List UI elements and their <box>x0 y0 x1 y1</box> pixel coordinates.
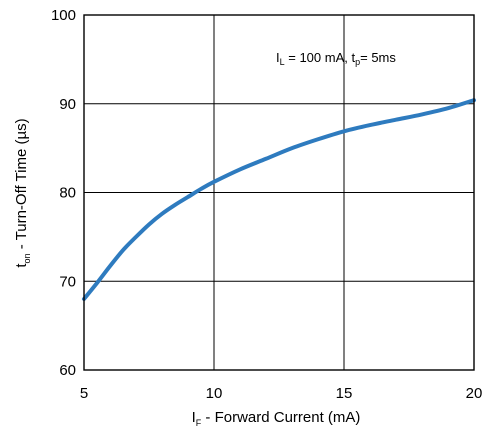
y-tick-labels: 60 70 80 90 100 <box>51 7 76 379</box>
x-tick-label: 5 <box>80 385 88 402</box>
x-axis-label: IF - Forward Current (mA) <box>192 409 361 428</box>
x-tick-label: 15 <box>336 385 353 402</box>
y-tick-label: 70 <box>59 273 76 290</box>
x-tick-label: 20 <box>466 385 483 402</box>
y-axis-label: ton - Turn-Off Time (µs) <box>13 118 32 267</box>
series <box>82 98 476 301</box>
x-axis-label-sub: F <box>196 418 202 428</box>
x-axis-label-rest: - Forward Current (mA) <box>201 409 360 426</box>
annotation-sub-2: p <box>355 57 360 67</box>
plot-frame <box>83 14 475 371</box>
x-tick-labels: 5 10 15 20 <box>80 385 483 402</box>
y-tick-label: 80 <box>59 185 76 202</box>
y-tick-label: 100 <box>51 7 76 24</box>
annotation-part-3: = 5ms <box>360 50 396 65</box>
y-axis-label-rest: - Turn-Off Time (µs) <box>13 118 30 253</box>
x-tick-label: 10 <box>206 385 223 402</box>
grid <box>84 15 474 370</box>
annotation-sub-1: L <box>280 57 285 67</box>
y-tick-label: 90 <box>59 96 76 113</box>
annotation: IL = 100 mA, tp= 5ms <box>276 50 396 67</box>
annotation-part-2: = 100 mA, t <box>285 50 356 65</box>
y-tick-label: 60 <box>59 362 76 379</box>
x-axis-label-main: I <box>192 409 196 426</box>
series-line <box>82 98 476 301</box>
y-axis-label-main: t <box>13 263 30 268</box>
annotation-part-1: I <box>276 50 280 65</box>
y-axis-label-sub: on <box>22 253 32 263</box>
